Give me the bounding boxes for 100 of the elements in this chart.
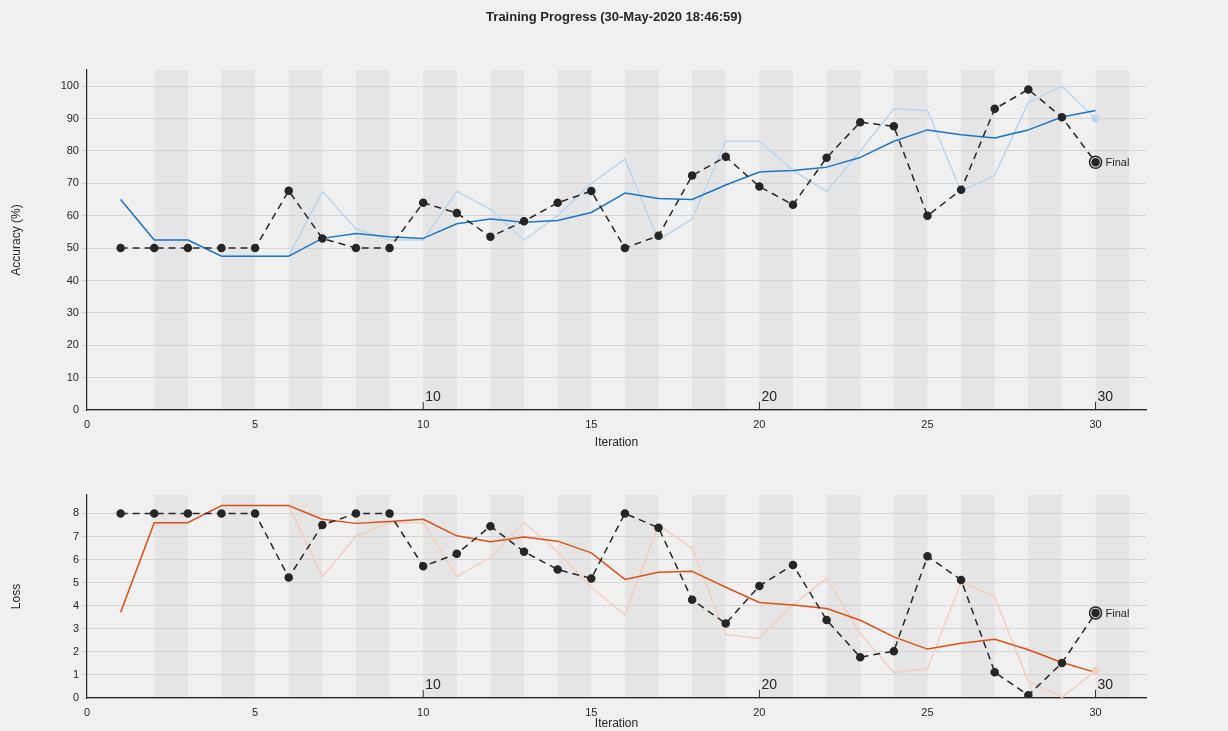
- point: [721, 619, 731, 628]
- point: [788, 560, 798, 570]
- point: [250, 243, 260, 253]
- point: [1091, 114, 1100, 123]
- x-tick-label: 0: [83, 417, 91, 430]
- point: [553, 198, 562, 208]
- point: [620, 243, 630, 253]
- y-tick-label: 100: [60, 79, 79, 92]
- point: [385, 509, 394, 518]
- point: [116, 509, 125, 518]
- point: [889, 646, 899, 656]
- point: [183, 243, 193, 253]
- y-tick-label: 20: [66, 338, 79, 351]
- x-tick-label: 30: [1089, 705, 1102, 718]
- point: [990, 104, 999, 114]
- x-tick-label: 25: [921, 705, 934, 718]
- point: [1091, 666, 1100, 675]
- x-tick-label: 10: [417, 417, 430, 430]
- point: [587, 574, 596, 583]
- point: [855, 652, 865, 662]
- y-tick-label: 90: [66, 111, 79, 124]
- point: [587, 186, 596, 196]
- point: [1057, 658, 1067, 668]
- point: [149, 243, 159, 253]
- annotation: 20: [761, 387, 778, 404]
- point: [1024, 690, 1033, 698]
- point: [855, 117, 865, 127]
- point: [519, 547, 529, 556]
- point: [519, 216, 529, 226]
- point: [822, 153, 831, 162]
- x-tick-label: 15: [585, 417, 598, 430]
- x-tick-label: 5: [252, 417, 259, 430]
- point: [284, 573, 293, 582]
- annotation: 30: [1097, 387, 1114, 404]
- y-tick-label: 10: [66, 370, 79, 383]
- point: [385, 243, 394, 253]
- point: [486, 232, 495, 242]
- point: [284, 186, 293, 196]
- x-tick-label: 5: [252, 705, 259, 718]
- point: [116, 243, 125, 253]
- x-axis-title: Iteration: [594, 435, 639, 450]
- y-axis-title: Loss: [8, 583, 23, 610]
- point: [351, 509, 361, 518]
- point: [1057, 113, 1067, 122]
- point: [822, 615, 831, 625]
- point: [553, 565, 562, 574]
- y-tick-label: 70: [66, 176, 79, 189]
- point: [250, 509, 260, 518]
- point: [1024, 85, 1033, 94]
- x-tick-label: 25: [921, 417, 934, 430]
- annotation: 10: [425, 387, 441, 404]
- point: [889, 122, 899, 131]
- x-tick-label: 15: [585, 705, 598, 718]
- annotation: 10: [425, 675, 441, 692]
- x-tick-label: 30: [1089, 417, 1102, 430]
- annotation: Final: [1105, 156, 1130, 169]
- point: [318, 520, 327, 530]
- point: [654, 523, 663, 533]
- point: [486, 521, 495, 531]
- y-tick-label: 60: [66, 208, 79, 221]
- point: [956, 575, 966, 585]
- point: [351, 243, 361, 253]
- x-tick-label: 10: [417, 705, 430, 718]
- point: [788, 200, 798, 209]
- point: [721, 152, 731, 162]
- y-tick-label: 30: [66, 305, 79, 318]
- y-tick-label: 8: [72, 506, 79, 519]
- y-tick-label: 7: [72, 529, 79, 542]
- point: [318, 234, 327, 243]
- point: [687, 171, 697, 180]
- y-tick-label: 6: [72, 552, 79, 565]
- y-tick-label: 40: [66, 273, 79, 286]
- point: [217, 243, 226, 253]
- point: [687, 595, 697, 604]
- point: [149, 509, 159, 518]
- point: [923, 211, 932, 220]
- point: [418, 562, 428, 571]
- y-tick-label: 5: [72, 575, 79, 588]
- y-tick-label: 50: [66, 241, 79, 254]
- point: [620, 509, 630, 518]
- y-tick-label: 1: [72, 667, 79, 680]
- y-tick-label: 3: [72, 621, 79, 634]
- point: [654, 231, 663, 241]
- point: [183, 509, 193, 518]
- point: [452, 549, 462, 559]
- annotation: 20: [761, 675, 778, 692]
- x-tick-label: 0: [83, 705, 91, 718]
- point: [923, 552, 932, 561]
- annotation: 30: [1097, 675, 1114, 692]
- x-tick-label: 20: [753, 705, 766, 718]
- point: [452, 208, 462, 218]
- point: [217, 509, 226, 518]
- y-tick-label: 0: [72, 691, 79, 704]
- x-tick-label: 20: [753, 417, 766, 430]
- chart-title: Training Progress (30-May-2020 18:46:59): [485, 8, 743, 26]
- y-axis-title: Accuracy (%): [8, 204, 23, 276]
- point: [956, 185, 966, 195]
- y-tick-label: 0: [72, 403, 79, 416]
- point: [755, 182, 764, 191]
- point: [755, 581, 764, 591]
